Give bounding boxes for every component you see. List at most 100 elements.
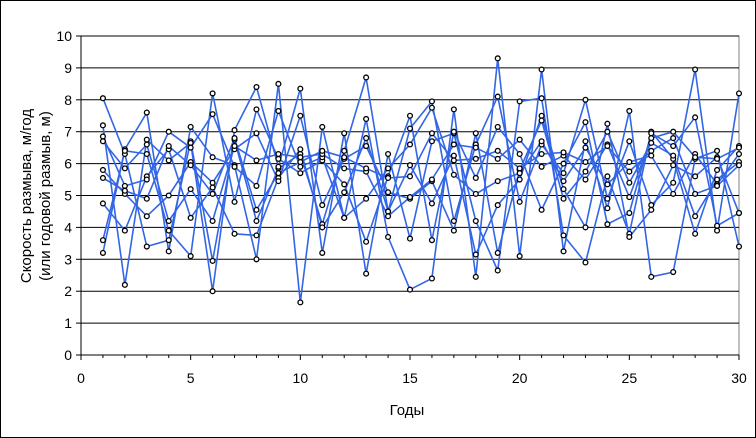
data-point [604, 143, 611, 150]
data-point [209, 288, 216, 295]
data-point [319, 202, 326, 209]
data-point [538, 150, 545, 158]
data-point [253, 206, 260, 213]
data-point [560, 170, 567, 177]
data-point [231, 230, 238, 237]
data-point [735, 243, 743, 250]
data-point [428, 138, 435, 145]
data-point [604, 128, 611, 135]
data-point [275, 178, 282, 185]
data-point [143, 243, 150, 250]
data-point [516, 150, 523, 158]
y-tick-label: 7 [64, 124, 72, 140]
data-point [516, 198, 523, 205]
data-point [253, 217, 260, 225]
data-point [253, 157, 260, 164]
data-point [275, 107, 282, 115]
data-point [275, 163, 282, 170]
data-point [319, 123, 326, 130]
data-point [99, 249, 106, 256]
series-line-6 [102, 115, 740, 254]
data-point [692, 114, 699, 121]
series-markers [99, 55, 743, 306]
data-point [670, 190, 677, 197]
data-point [714, 222, 721, 229]
data-point [582, 259, 589, 266]
data-point [121, 281, 128, 288]
data-point [209, 154, 216, 161]
series-line-2 [102, 57, 740, 304]
data-point [494, 55, 501, 62]
data-point [275, 150, 282, 158]
y-tick-label: 5 [64, 188, 72, 204]
data-point [297, 158, 304, 166]
data-point [99, 237, 106, 244]
data-point [692, 173, 699, 180]
data-point [297, 112, 304, 119]
data-point [450, 152, 457, 159]
data-point [121, 182, 128, 189]
data-point [406, 141, 414, 148]
y-tick-label: 1 [64, 315, 72, 331]
data-point [604, 205, 611, 212]
data-point [582, 96, 589, 103]
data-point [560, 149, 567, 156]
data-point [363, 270, 370, 277]
data-point [253, 256, 260, 263]
data-point [472, 155, 479, 162]
data-point [472, 130, 479, 137]
data-point [428, 200, 435, 207]
data-point [319, 147, 326, 154]
data-point [385, 150, 392, 158]
data-point [494, 155, 501, 162]
data-point [626, 158, 633, 166]
data-point [648, 152, 655, 159]
data-point [472, 251, 479, 258]
data-point [538, 138, 545, 145]
data-point [516, 170, 523, 177]
data-point [406, 162, 414, 169]
data-point [714, 176, 721, 183]
y-tick-label: 8 [64, 92, 72, 108]
data-point [165, 157, 172, 164]
data-point [648, 135, 655, 142]
data-point [99, 174, 106, 182]
data-point [143, 150, 150, 158]
data-point [604, 120, 611, 127]
data-point [253, 182, 260, 189]
data-point [231, 135, 238, 142]
data-point [604, 173, 611, 180]
data-point [209, 217, 216, 225]
data-point [187, 253, 194, 260]
data-point [494, 267, 501, 274]
data-point [516, 176, 523, 183]
data-point [626, 138, 633, 145]
data-point [341, 147, 348, 154]
y-tick-label: 4 [64, 219, 72, 235]
data-point [582, 224, 589, 231]
data-point [165, 143, 172, 150]
data-point [406, 194, 414, 201]
data-point [714, 155, 721, 162]
data-point [735, 162, 743, 169]
x-tick-label: 5 [187, 370, 195, 386]
data-point [297, 163, 304, 170]
data-point [670, 162, 677, 169]
data-point [670, 128, 677, 135]
data-point [538, 95, 545, 102]
data-point [297, 170, 304, 177]
data-point [187, 186, 194, 193]
data-point [385, 174, 392, 182]
axes [76, 35, 740, 360]
data-point [297, 154, 304, 161]
data-point [560, 232, 567, 239]
data-point [209, 184, 216, 191]
data-point [714, 166, 721, 174]
data-point [406, 286, 414, 293]
data-point [692, 213, 699, 220]
data-point [560, 178, 567, 185]
data-point [450, 141, 457, 148]
data-point [450, 171, 457, 178]
data-point [670, 179, 677, 186]
